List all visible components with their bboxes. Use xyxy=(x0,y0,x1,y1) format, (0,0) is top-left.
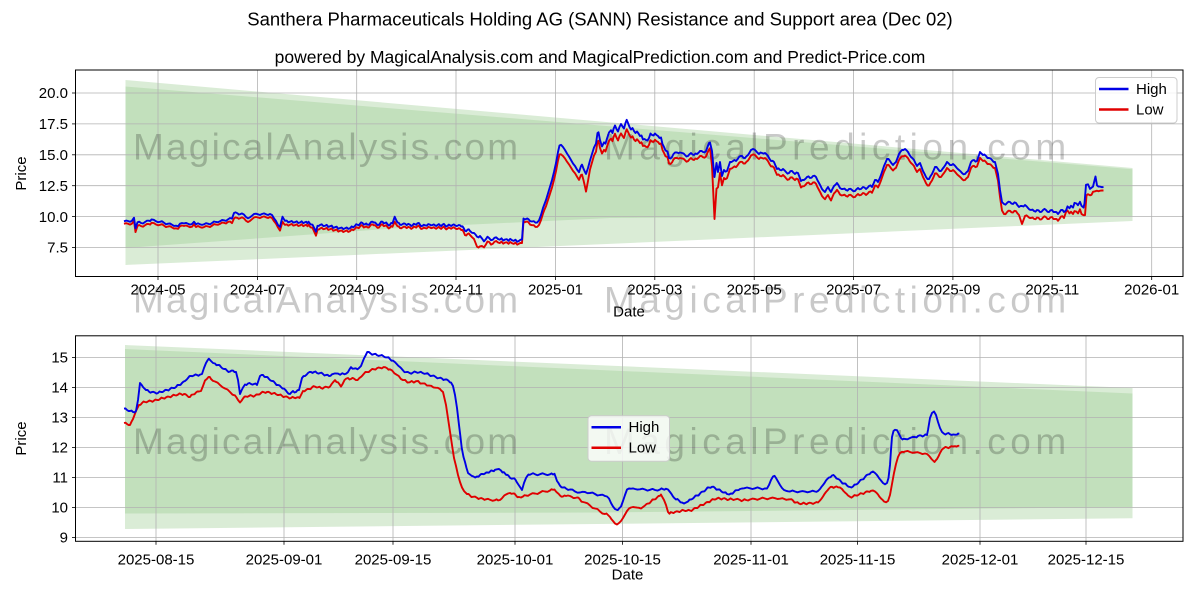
svg-text:12: 12 xyxy=(51,440,68,457)
svg-text:2025-12-15: 2025-12-15 xyxy=(1048,552,1125,569)
svg-text:15: 15 xyxy=(51,350,68,367)
svg-text:2024-09: 2024-09 xyxy=(329,282,384,299)
svg-text:MagicalAnalysis.com: MagicalAnalysis.com xyxy=(133,127,520,168)
svg-text:10.0: 10.0 xyxy=(39,209,68,226)
svg-text:12.5: 12.5 xyxy=(39,178,68,195)
svg-text:Low: Low xyxy=(1136,102,1164,119)
svg-text:Santhera Pharmaceuticals Holdi: Santhera Pharmaceuticals Holding AG (SAN… xyxy=(247,9,952,30)
svg-text:2025-11-15: 2025-11-15 xyxy=(820,552,896,569)
svg-text:9: 9 xyxy=(60,530,68,547)
svg-text:2025-11-01: 2025-11-01 xyxy=(713,552,789,569)
svg-text:14: 14 xyxy=(51,380,68,397)
svg-text:High: High xyxy=(629,419,660,436)
svg-text:MagicalPrediction.com: MagicalPrediction.com xyxy=(604,280,1071,321)
svg-text:7.5: 7.5 xyxy=(47,240,68,257)
svg-text:2026-01: 2026-01 xyxy=(1124,282,1179,299)
svg-text:2025-12-01: 2025-12-01 xyxy=(942,552,1019,569)
svg-text:MagicalAnalysis.com: MagicalAnalysis.com xyxy=(133,280,520,321)
svg-text:MagicalPrediction.com: MagicalPrediction.com xyxy=(604,421,1071,462)
svg-text:17.5: 17.5 xyxy=(39,116,68,133)
svg-text:Date: Date xyxy=(613,304,645,321)
svg-text:10: 10 xyxy=(51,500,68,517)
svg-text:2025-03: 2025-03 xyxy=(627,282,682,299)
svg-text:2025-11: 2025-11 xyxy=(1025,282,1079,299)
svg-text:MagicalAnalysis.com: MagicalAnalysis.com xyxy=(133,421,520,462)
svg-text:2025-07: 2025-07 xyxy=(826,282,881,299)
svg-text:2025-10-01: 2025-10-01 xyxy=(477,552,554,569)
svg-text:2025-09-01: 2025-09-01 xyxy=(246,552,323,569)
svg-text:High: High xyxy=(1136,81,1167,98)
svg-text:powered by MagicalAnalysis.com: powered by MagicalAnalysis.com and Magic… xyxy=(275,47,926,67)
svg-text:MagicalPrediction.com: MagicalPrediction.com xyxy=(604,127,1071,168)
svg-text:2025-08-15: 2025-08-15 xyxy=(118,552,195,569)
svg-text:2025-01: 2025-01 xyxy=(528,282,583,299)
svg-text:2025-09-15: 2025-09-15 xyxy=(355,552,432,569)
svg-text:Price: Price xyxy=(13,421,30,455)
svg-text:2025-05: 2025-05 xyxy=(727,282,782,299)
svg-text:20.0: 20.0 xyxy=(39,85,68,102)
svg-text:2024-07: 2024-07 xyxy=(230,282,285,299)
svg-text:2025-10-15: 2025-10-15 xyxy=(584,552,661,569)
svg-text:15.0: 15.0 xyxy=(39,147,68,164)
svg-text:13: 13 xyxy=(51,410,68,427)
svg-text:Price: Price xyxy=(13,156,30,190)
svg-text:11: 11 xyxy=(52,470,68,487)
svg-text:Date: Date xyxy=(612,567,644,584)
svg-text:Low: Low xyxy=(629,440,657,457)
svg-text:2024-11: 2024-11 xyxy=(429,282,483,299)
svg-text:2025-09: 2025-09 xyxy=(925,282,980,299)
svg-text:2024-05: 2024-05 xyxy=(130,282,185,299)
